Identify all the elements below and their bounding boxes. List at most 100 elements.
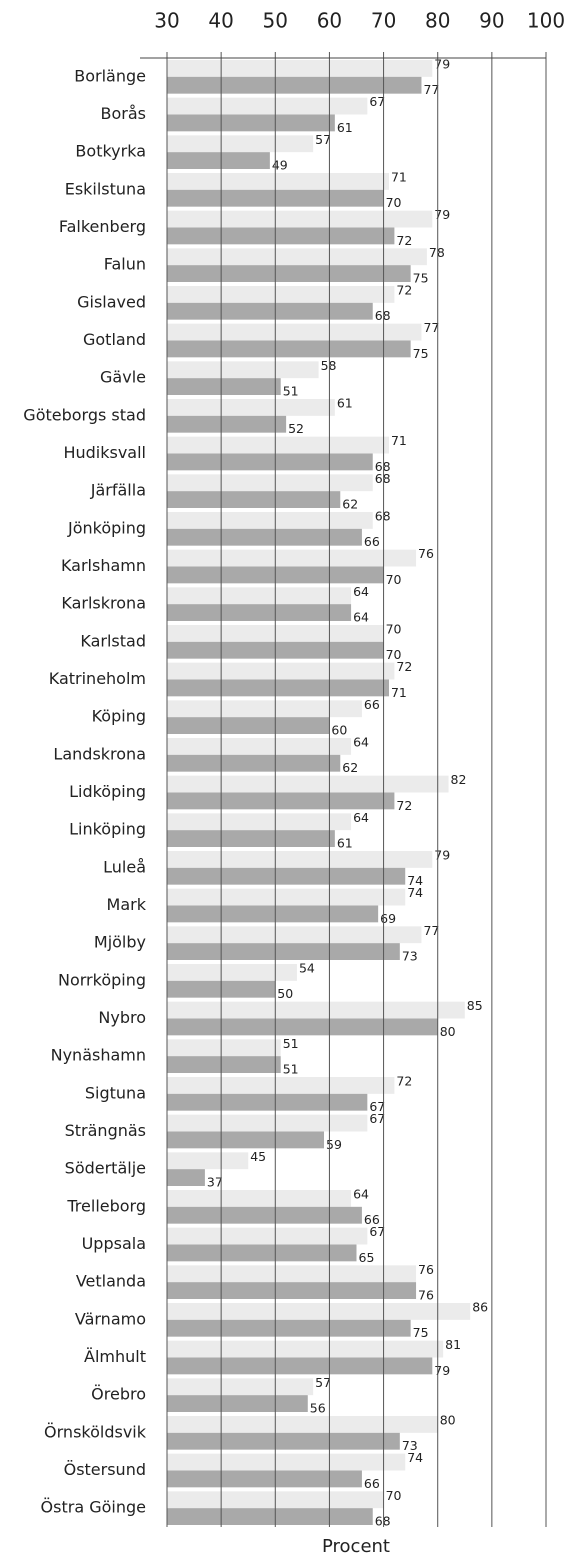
bar [167, 173, 389, 190]
value-label: 76 [418, 1262, 434, 1277]
bar [167, 926, 422, 944]
bar [167, 1470, 362, 1488]
bar [167, 1244, 357, 1262]
value-label: 57 [315, 1375, 331, 1390]
value-label: 59 [326, 1137, 342, 1152]
value-label: 76 [418, 1288, 434, 1303]
bar [167, 738, 352, 755]
value-label: 61 [337, 396, 353, 411]
value-label: 68 [375, 459, 391, 474]
bar [167, 1416, 438, 1433]
bar [167, 1227, 368, 1245]
value-label: 74 [407, 885, 423, 900]
category-label: Nybro [98, 1008, 146, 1027]
x-tick-label: 50 [263, 9, 288, 33]
value-label: 64 [353, 610, 369, 625]
value-label: 75 [413, 346, 429, 361]
category-label: Karlskrona [61, 594, 146, 613]
category-label: Södertälje [65, 1159, 146, 1178]
category-label: Vetlanda [76, 1272, 146, 1291]
category-label: Östersund [64, 1460, 146, 1479]
value-label: 68 [375, 1514, 391, 1529]
category-label: Landskrona [53, 744, 146, 763]
x-tick-label: 80 [425, 9, 450, 33]
bar [167, 227, 395, 245]
bar [167, 512, 373, 529]
bar [167, 1265, 417, 1283]
value-label: 51 [283, 1062, 299, 1077]
value-label: 62 [342, 497, 358, 512]
category-label: Nynäshamn [51, 1046, 146, 1065]
category-label: Luleå [103, 857, 146, 876]
value-label: 56 [310, 1401, 326, 1416]
category-label: Gislaved [77, 292, 146, 311]
value-label: 45 [250, 1149, 266, 1164]
value-label: 72 [396, 798, 412, 813]
value-label: 79 [434, 207, 450, 222]
bar [167, 361, 319, 379]
x-tick-label: 100 [527, 9, 565, 33]
category-label: Älmhult [84, 1347, 146, 1366]
value-label: 64 [353, 735, 369, 750]
category-label: Botkyrka [75, 142, 146, 161]
x-tick-label: 90 [479, 9, 504, 33]
bar [167, 888, 406, 906]
value-label: 77 [423, 82, 439, 97]
value-label: 64 [353, 810, 369, 825]
bar [167, 964, 297, 981]
bar [167, 1432, 400, 1450]
value-label: 67 [369, 1099, 385, 1114]
bar [167, 286, 395, 303]
bar [167, 210, 433, 228]
bar [167, 830, 335, 847]
value-label: 68 [375, 308, 391, 323]
value-label: 85 [467, 998, 483, 1013]
value-label: 67 [369, 94, 385, 109]
value-label: 51 [283, 1036, 299, 1051]
value-label: 80 [440, 1413, 456, 1428]
value-label: 49 [272, 158, 288, 173]
bar [167, 1508, 373, 1525]
value-label: 37 [207, 1175, 223, 1190]
bar [167, 1206, 362, 1224]
category-label: Järfälla [90, 481, 146, 500]
bar [167, 248, 427, 266]
category-label: Norrköping [58, 970, 146, 989]
value-label: 77 [423, 320, 439, 335]
value-label: 86 [472, 1300, 488, 1315]
bar [167, 1077, 395, 1094]
value-label: 70 [386, 572, 402, 587]
bar [167, 1018, 438, 1036]
value-label: 62 [342, 760, 358, 775]
bar [167, 378, 281, 395]
category-label: Strängnäs [65, 1121, 146, 1140]
value-label: 72 [396, 283, 412, 298]
value-label: 58 [321, 358, 337, 373]
bar [167, 415, 287, 433]
value-label: 75 [413, 1325, 429, 1340]
bar [167, 491, 341, 508]
x-tick-label: 70 [371, 9, 396, 33]
category-label: Karlshamn [61, 556, 146, 575]
bar [167, 399, 335, 416]
category-label: Falkenberg [59, 217, 146, 236]
value-label: 72 [396, 1074, 412, 1089]
value-label: 67 [369, 1224, 385, 1239]
value-label: 64 [353, 1187, 369, 1202]
value-label: 73 [402, 1438, 418, 1453]
value-label: 80 [440, 1024, 456, 1039]
value-label: 79 [434, 848, 450, 863]
value-label: 67 [369, 1111, 385, 1126]
bar [167, 700, 362, 718]
bar [167, 1001, 465, 1019]
bar [167, 302, 373, 320]
x-tick-label: 60 [317, 9, 342, 33]
bar [167, 1190, 352, 1207]
category-label: Uppsala [82, 1234, 146, 1253]
value-label: 61 [337, 836, 353, 851]
value-label: 70 [386, 647, 402, 662]
x-tick-label: 30 [154, 9, 179, 33]
bar [167, 1056, 281, 1073]
value-label: 69 [380, 911, 396, 926]
